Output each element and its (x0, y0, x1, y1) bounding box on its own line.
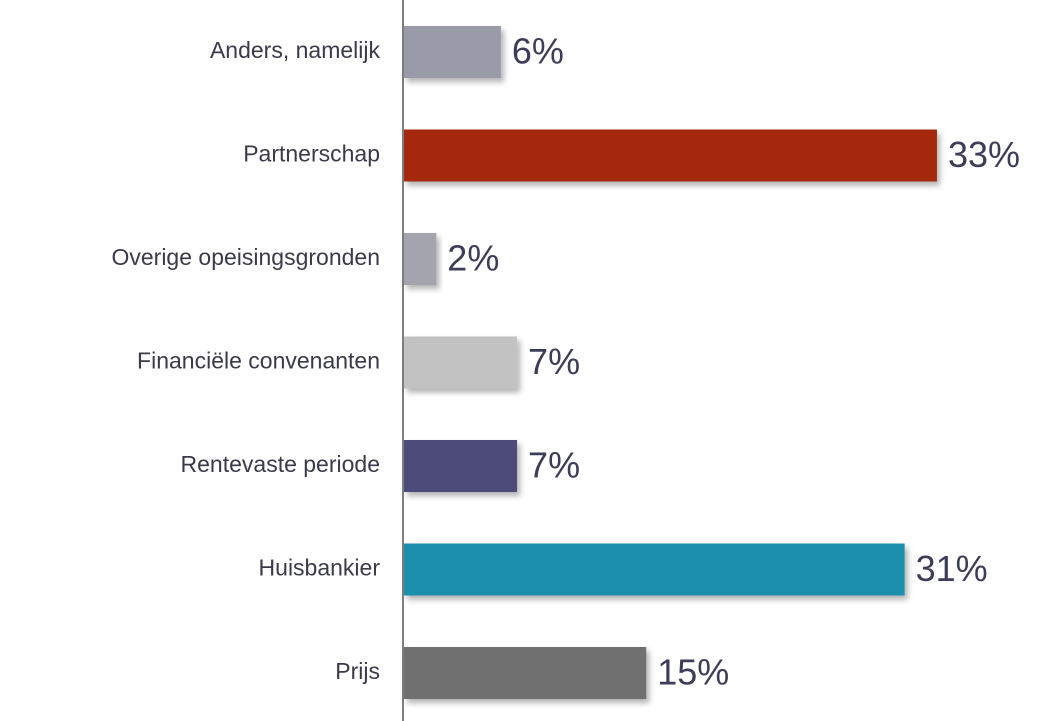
value-label: 33% (948, 134, 1020, 175)
category-label: Overige opeisingsgronden (111, 244, 380, 270)
category-label: Financiële convenanten (137, 348, 380, 374)
bar (404, 647, 647, 699)
bar (404, 129, 937, 182)
value-label: 7% (528, 341, 580, 382)
bar (404, 543, 905, 596)
bar (404, 233, 437, 285)
bar (404, 336, 518, 389)
value-label: 15% (657, 652, 729, 693)
category-label: Rentevaste periode (181, 451, 380, 477)
category-label: Prijs (335, 658, 380, 684)
category-label: Anders, namelijk (210, 37, 381, 63)
value-label: 7% (528, 445, 580, 486)
bar (404, 26, 501, 78)
value-label: 6% (512, 31, 564, 72)
value-label: 31% (916, 548, 988, 589)
category-label: Huisbankier (259, 555, 381, 581)
value-label: 2% (447, 238, 499, 279)
bar (404, 440, 518, 492)
category-label: Partnerschap (243, 141, 380, 167)
